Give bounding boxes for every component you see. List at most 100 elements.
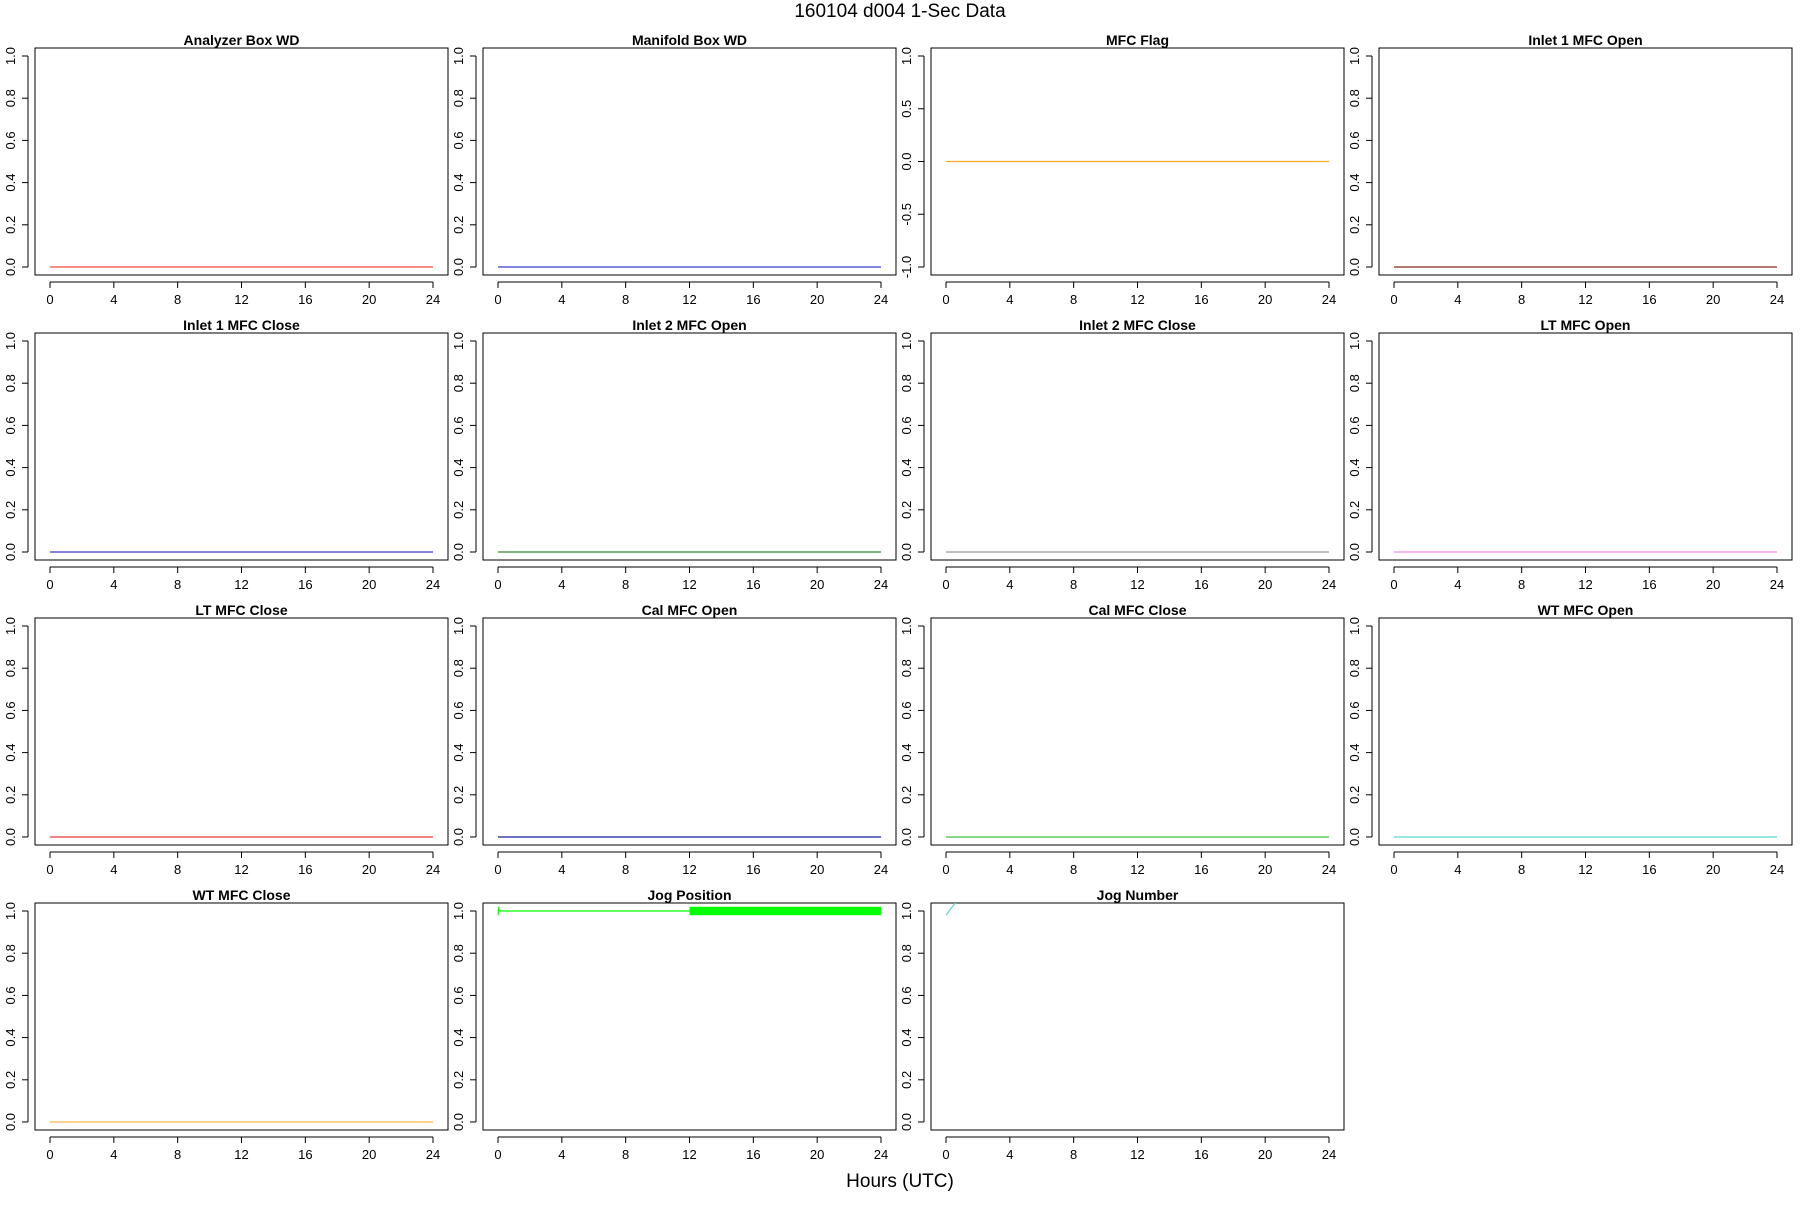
x-tick-label: 20 [810,1147,824,1162]
x-tick-label: 12 [234,1147,248,1162]
y-tick-label: 0.2 [451,1071,466,1089]
y-tick-label: 0.4 [899,744,914,762]
y-tick-label: 1.0 [451,902,466,920]
x-tick-label: 24 [1322,862,1336,877]
panel-title: Inlet 2 MFC Open [632,317,746,333]
x-tick-label: 0 [46,862,53,877]
x-tick-label: 0 [494,1147,501,1162]
y-tick-label: 0.0 [899,1113,914,1131]
x-tick-label: 0 [494,577,501,592]
panel-title: Inlet 2 MFC Close [1079,317,1196,333]
x-tick-label: 0 [942,577,949,592]
x-tick-label: 12 [682,1147,696,1162]
x-tick-label: 8 [174,292,181,307]
x-tick-label: 12 [1130,862,1144,877]
x-tick-label: 4 [1454,862,1461,877]
x-tick-label: 8 [1070,577,1077,592]
y-tick-label: 0.6 [899,416,914,434]
x-axis-title: Hours (UTC) [846,1171,954,1192]
y-tick-label: 0.6 [1347,131,1362,149]
x-tick-label: 20 [1706,292,1720,307]
figure-title: 160104 d004 1-Sec Data [794,1,1006,22]
panel-frame [930,47,1345,276]
y-tick-label: 0.4 [3,174,18,192]
panel-frame [34,332,449,561]
y-tick-label: 0.8 [1347,374,1362,392]
y-tick-label: 0.6 [451,701,466,719]
x-tick-label: 20 [362,577,376,592]
x-tick-label: 16 [1194,1147,1208,1162]
y-tick-label: 0.4 [1347,744,1362,762]
y-tick-label: 0.4 [3,459,18,477]
panel-frame [930,617,1345,846]
y-tick-label: 1.0 [899,332,914,350]
x-tick-label: 0 [942,1147,949,1162]
x-tick-label: 8 [622,292,629,307]
panel: Inlet 2 MFC Open 0 4 8 12 16 20 24 0.0 0.2 0.4 0.6 0… [451,317,897,592]
panel: WT MFC Close 0 4 8 12 16 20 24 0.0 0.2 0.4 0.6 0.8 1.… [3,887,449,1162]
panel: Analyzer Box WD 0 4 8 12 16 20 24 0.0 0.2 0.4 0.6 0.… [3,32,449,307]
x-tick-label: 12 [682,862,696,877]
y-tick-label: 0.0 [899,828,914,846]
panel: Inlet 1 MFC Close 0 4 8 12 16 20 24 0.0 0.2 0.4 0.6… [3,317,449,592]
y-tick-label: 0.2 [451,786,466,804]
x-tick-label: 12 [1130,577,1144,592]
y-tick-label: 0.8 [451,659,466,677]
y-tick-label: 1.0 [899,617,914,635]
panel: Cal MFC Open 0 4 8 12 16 20 24 0.0 0.2 0.4 0.6 0.8 1.… [451,602,897,877]
x-tick-label: 20 [362,1147,376,1162]
x-tick-label: 4 [110,1147,117,1162]
x-tick-label: 4 [558,1147,565,1162]
x-tick-label: 12 [1578,577,1592,592]
panel-title: Manifold Box WD [632,32,747,48]
x-tick-label: 24 [1322,577,1336,592]
x-tick-label: 8 [174,577,181,592]
x-tick-label: 12 [234,862,248,877]
y-tick-label: 0.6 [3,416,18,434]
y-tick-label: 0.6 [899,701,914,719]
panel-title: LT MFC Close [195,602,288,618]
x-tick-label: 24 [874,862,888,877]
x-tick-label: 12 [1578,292,1592,307]
panel-frame [482,332,897,561]
panel-frame [34,47,449,276]
x-tick-label: 4 [1006,862,1013,877]
panel: Inlet 2 MFC Close 0 4 8 12 16 20 24 0.0 0.2 0.4 0.6… [899,317,1345,592]
panel: LT MFC Close 0 4 8 12 16 20 24 0.0 0.2 0.4 0.6 0.8 1.… [3,602,449,877]
panel: Cal MFC Close 0 4 8 12 16 20 24 0.0 0.2 0.4 0.6 0.8 1… [899,602,1345,877]
y-tick-label: 0.4 [451,1029,466,1047]
panel-frame [1378,332,1793,561]
y-tick-label: 0.4 [451,459,466,477]
panel-frame [930,332,1345,561]
y-tick-label: 0.4 [899,459,914,477]
y-tick-label: 0.6 [451,131,466,149]
y-tick-label: 0.0 [1347,258,1362,276]
y-tick-label: 0.0 [451,1113,466,1131]
x-tick-label: 16 [746,292,760,307]
y-tick-label: 0.2 [3,786,18,804]
x-tick-label: 8 [1070,292,1077,307]
y-tick-label: 0.8 [1347,659,1362,677]
x-tick-label: 4 [1454,577,1461,592]
panel-title: Cal MFC Close [1088,602,1186,618]
y-tick-label: 0.8 [899,944,914,962]
x-tick-label: 0 [942,862,949,877]
x-tick-label: 24 [1770,862,1784,877]
x-tick-label: 4 [1006,577,1013,592]
y-tick-label: 1.0 [1347,332,1362,350]
panel: LT MFC Open 0 4 8 12 16 20 24 0.0 0.2 0.4 0.6 0.8 1.0 [1347,317,1793,592]
y-tick-label: 0.8 [899,659,914,677]
x-tick-label: 24 [874,577,888,592]
x-tick-label: 16 [746,862,760,877]
panel-frame [34,617,449,846]
x-tick-label: 0 [46,577,53,592]
panel-title: Jog Position [648,887,732,903]
x-tick-label: 20 [1258,292,1272,307]
y-tick-label: 0.6 [451,416,466,434]
y-tick-label: 0.2 [1347,501,1362,519]
panel-title: WT MFC Close [193,887,291,903]
y-tick-label: 0.6 [3,131,18,149]
y-tick-label: 0.8 [3,374,18,392]
y-tick-label: 0.4 [1347,174,1362,192]
